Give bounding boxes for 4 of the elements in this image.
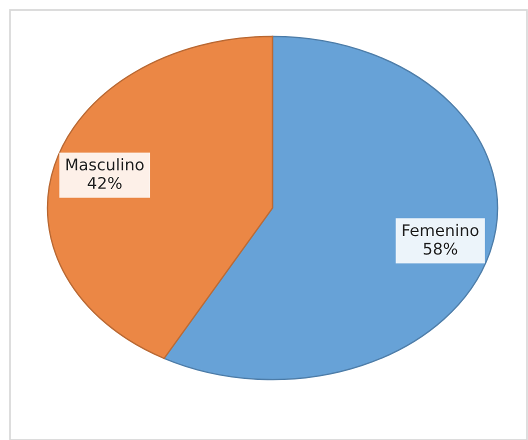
- data-label: 42%: [88, 176, 122, 190]
- slice-label: Masculino: [66, 158, 144, 171]
- data-label: 58%: [424, 242, 458, 255]
- slice-label: Femenino: [402, 224, 478, 236]
